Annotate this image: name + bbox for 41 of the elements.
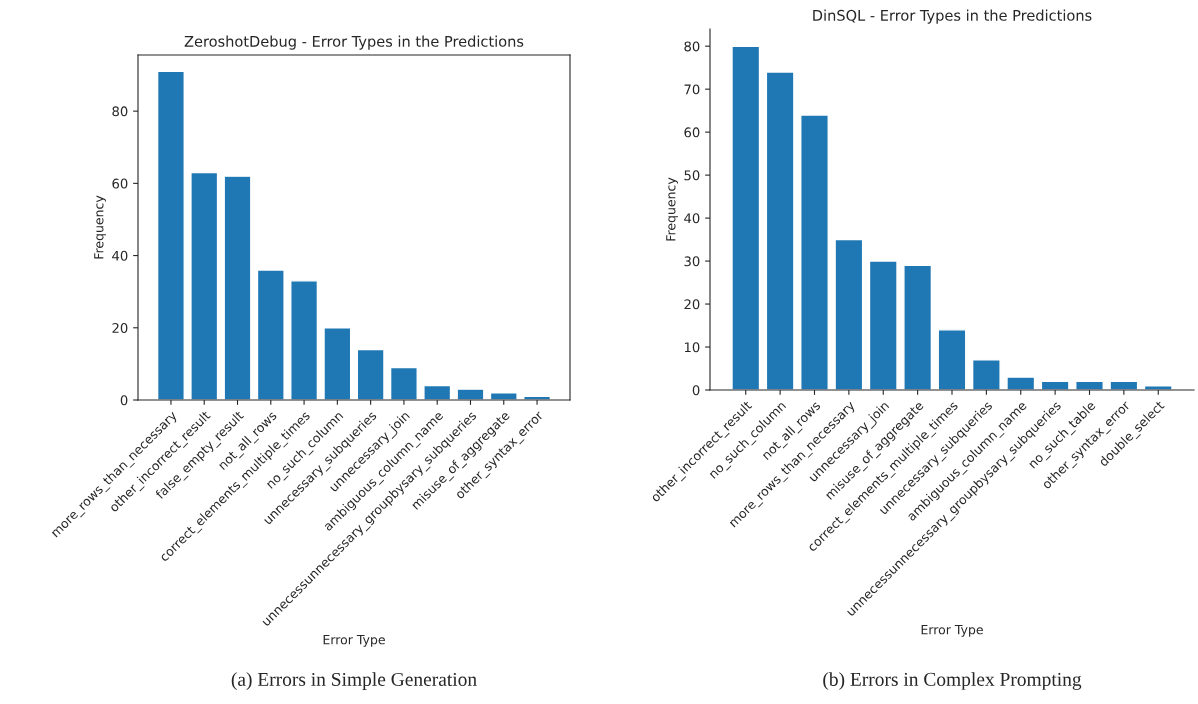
text: (b) Errors in Complex Prompting — [823, 672, 1082, 690]
y-tick-label: 80 — [112, 106, 128, 117]
y-tick-label: 10 — [684, 342, 700, 353]
y-tick-label: 60 — [112, 178, 128, 189]
bar — [868, 260, 898, 390]
bar — [290, 280, 319, 400]
bar — [765, 71, 795, 390]
bar — [800, 114, 829, 390]
bar — [903, 264, 933, 390]
bar — [356, 348, 385, 400]
y-tick-label: 40 — [684, 213, 700, 224]
y-tick-label: 0 — [120, 395, 128, 406]
bar — [389, 366, 418, 400]
chart-title: ZeroshotDebug - Error Types in the Predictions — [184, 35, 524, 50]
x-axis-title: Error Type — [323, 635, 385, 647]
y-axis-title: Frequency — [666, 177, 678, 241]
y-tick-label: 30 — [684, 256, 700, 267]
chart-title: DinSQL - Error Types in the Predictions — [813, 9, 1092, 24]
x-axis-title: Error Type — [921, 625, 983, 637]
y-tick-label: 50 — [684, 170, 700, 181]
bar — [323, 327, 352, 400]
y-tick-label: 0 — [692, 385, 700, 396]
bar — [1006, 376, 1036, 390]
y-tick-label: 70 — [684, 84, 700, 95]
bar — [223, 175, 252, 400]
y-tick-label: 40 — [112, 250, 128, 261]
bar — [456, 388, 485, 400]
bar — [731, 45, 761, 390]
bar — [834, 238, 864, 390]
y-tick-label: 60 — [684, 127, 700, 138]
bar — [190, 171, 219, 400]
y-axis-title: Frequency — [94, 195, 106, 259]
bar — [256, 269, 285, 400]
bar — [423, 384, 452, 400]
bar — [937, 329, 967, 390]
y-tick-label: 20 — [112, 323, 128, 333]
bar — [971, 359, 1001, 390]
y-tick-label: 20 — [684, 299, 700, 310]
text: (a) Errors in Simple Generation — [231, 672, 477, 690]
y-tick-label: 80 — [684, 41, 700, 52]
bar — [156, 70, 185, 400]
